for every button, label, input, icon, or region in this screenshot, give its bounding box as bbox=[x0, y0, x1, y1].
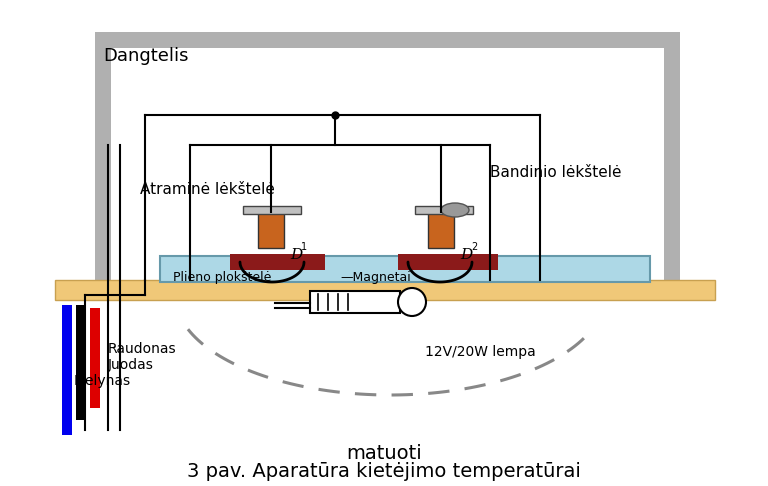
Bar bbox=[664, 32, 680, 290]
Bar bbox=[90, 308, 100, 408]
Ellipse shape bbox=[441, 203, 469, 217]
Text: D: D bbox=[460, 248, 472, 262]
Bar bbox=[62, 305, 72, 435]
Bar bbox=[55, 280, 715, 300]
Text: 1: 1 bbox=[301, 242, 307, 252]
Text: 3 pav. Aparatūra kietėjimo temperatūrai: 3 pav. Aparatūra kietėjimo temperatūrai bbox=[187, 462, 581, 481]
Bar bbox=[243, 206, 301, 214]
Bar bbox=[258, 210, 284, 248]
Bar bbox=[160, 256, 650, 282]
Text: Atraminė lėkštelė: Atraminė lėkštelė bbox=[140, 182, 275, 197]
Text: matuoti: matuoti bbox=[346, 444, 422, 463]
Text: 12V/20W lempa: 12V/20W lempa bbox=[425, 345, 536, 359]
Text: —Magnetai: —Magnetai bbox=[340, 271, 411, 284]
Bar bbox=[428, 210, 454, 248]
Bar bbox=[230, 254, 325, 270]
Ellipse shape bbox=[398, 288, 426, 316]
Bar bbox=[398, 254, 498, 270]
Text: Juodas: Juodas bbox=[108, 358, 154, 372]
Bar bbox=[76, 305, 86, 420]
Bar bbox=[95, 32, 680, 48]
Text: Plieno plokštelė: Plieno plokštelė bbox=[173, 271, 271, 284]
Bar bbox=[415, 206, 473, 214]
Text: 2: 2 bbox=[471, 242, 477, 252]
Text: Dangtelis: Dangtelis bbox=[103, 47, 188, 65]
Bar bbox=[95, 32, 111, 290]
Text: D: D bbox=[290, 248, 303, 262]
Text: Bandinio lėkštelė: Bandinio lėkštelė bbox=[490, 165, 621, 180]
Text: Raudonas: Raudonas bbox=[108, 342, 177, 356]
Bar bbox=[310, 291, 400, 313]
Text: Melynas: Melynas bbox=[74, 374, 131, 388]
